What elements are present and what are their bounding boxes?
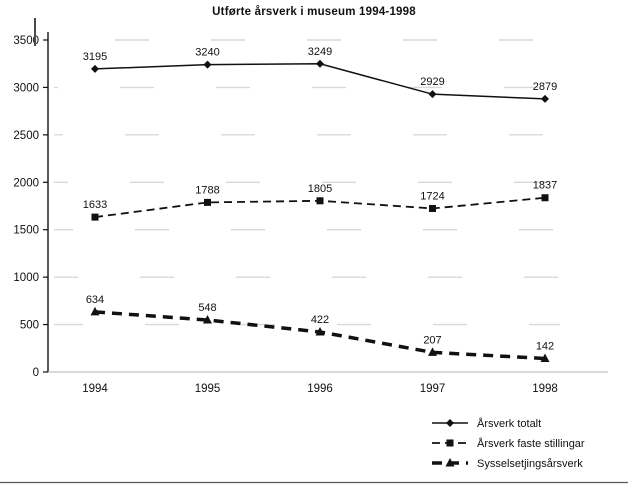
point-label: 1633 bbox=[83, 199, 107, 211]
square-marker bbox=[91, 213, 99, 221]
point-label: 2879 bbox=[533, 81, 557, 93]
point-label: 1724 bbox=[420, 190, 444, 202]
diamond-marker bbox=[541, 94, 549, 103]
y-tick-label: 2000 bbox=[13, 177, 39, 189]
legend-square-marker bbox=[446, 439, 454, 447]
x-tick-label: 1996 bbox=[307, 383, 333, 395]
point-label: 3195 bbox=[83, 51, 107, 63]
legend-label: Sysselsetjingsårsverk bbox=[477, 458, 583, 470]
legend-item: Årsverk faste stillingar bbox=[432, 437, 585, 450]
chart-title: Utførte årsverk i museum 1994-1998 bbox=[212, 6, 416, 18]
legend-diamond-marker bbox=[446, 419, 454, 427]
triangle-marker bbox=[315, 326, 325, 336]
point-label: 548 bbox=[198, 302, 216, 314]
point-label: 207 bbox=[423, 334, 441, 346]
triangle-marker bbox=[90, 306, 100, 316]
y-tick-label: 3500 bbox=[13, 35, 39, 47]
legend-triangle-marker bbox=[445, 458, 455, 467]
square-marker bbox=[316, 197, 324, 205]
diamond-marker bbox=[316, 59, 324, 68]
y-tick-label: 1000 bbox=[13, 272, 39, 284]
y-tick-label: 0 bbox=[33, 367, 39, 379]
point-label: 2929 bbox=[420, 76, 444, 88]
legend-label: Årsverk totalt bbox=[477, 417, 541, 430]
triangle-marker bbox=[428, 347, 437, 356]
y-tick-label: 500 bbox=[20, 320, 39, 332]
triangle-marker bbox=[540, 353, 550, 363]
triangle-marker bbox=[203, 315, 212, 324]
y-tick-label: 1500 bbox=[13, 225, 39, 237]
diamond-marker bbox=[428, 90, 437, 99]
x-tick-label: 1995 bbox=[195, 383, 221, 395]
point-label: 1788 bbox=[195, 184, 219, 196]
point-label: 1837 bbox=[533, 180, 557, 192]
point-label: 634 bbox=[86, 294, 104, 306]
point-label: 3240 bbox=[195, 47, 219, 59]
x-tick-label: 1998 bbox=[532, 383, 558, 395]
square-marker bbox=[204, 198, 211, 206]
legend-item: Sysselsetjingsårsverk bbox=[432, 458, 583, 470]
point-label: 422 bbox=[311, 314, 329, 326]
point-label: 142 bbox=[536, 341, 554, 353]
diamond-marker bbox=[91, 64, 99, 73]
diamond-marker bbox=[203, 60, 212, 69]
legend-label: Årsverk faste stillingar bbox=[477, 437, 585, 450]
square-marker bbox=[429, 204, 436, 212]
square-marker bbox=[541, 194, 549, 202]
y-tick-label: 2500 bbox=[13, 130, 39, 142]
x-tick-label: 1997 bbox=[420, 383, 446, 395]
y-tick-label: 3000 bbox=[13, 82, 39, 94]
x-tick-label: 1994 bbox=[82, 383, 108, 395]
point-label: 3249 bbox=[308, 46, 332, 58]
series-line-0 bbox=[94, 63, 546, 100]
point-label: 1805 bbox=[308, 183, 332, 195]
